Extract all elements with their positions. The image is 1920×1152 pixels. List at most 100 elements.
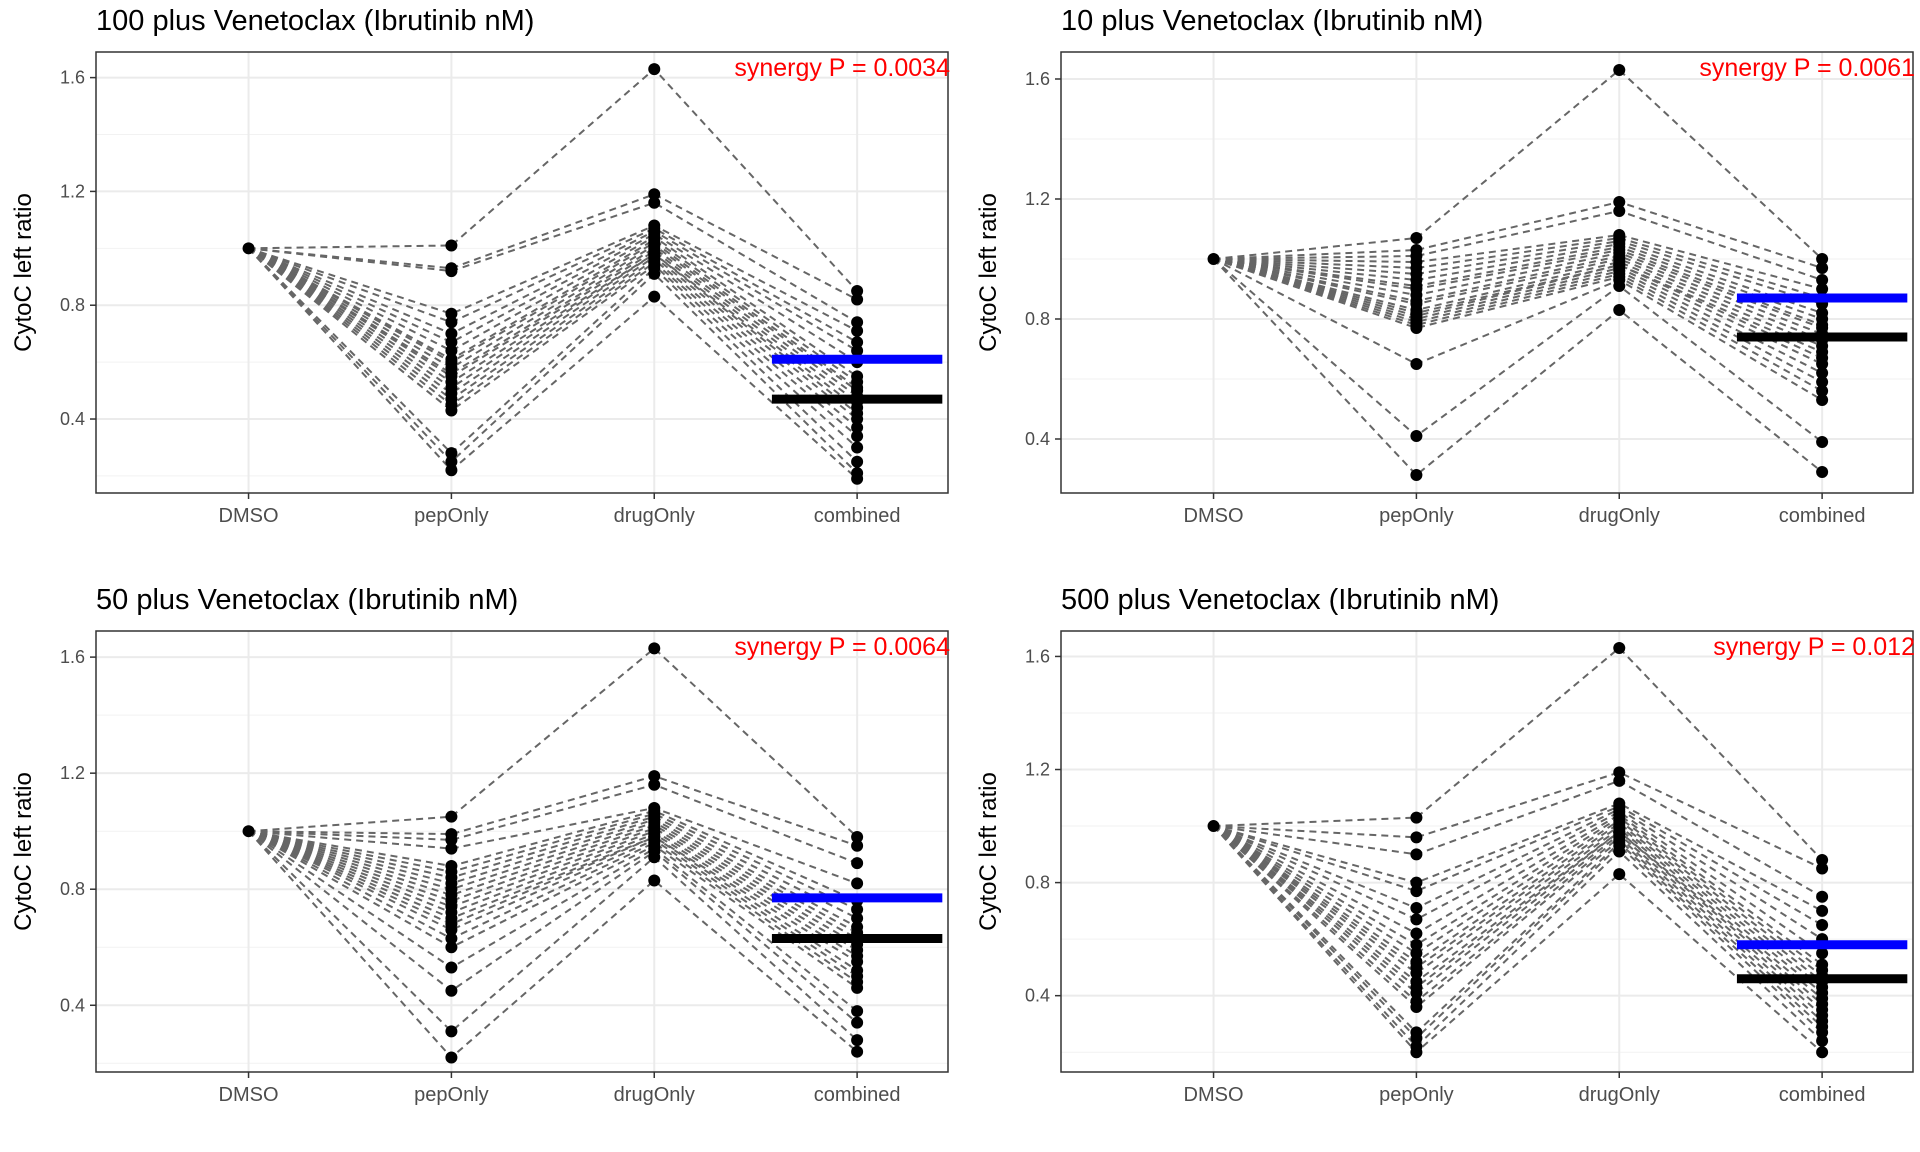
sample-connector-line (1212, 258, 1823, 443)
data-point-drugOnly (648, 874, 661, 887)
data-point-combined (1816, 919, 1829, 931)
sample-connector-line (1213, 68, 1823, 260)
x-tick-label: combined (814, 505, 901, 527)
panel-border (95, 51, 949, 494)
data-point-pepOnly (445, 265, 458, 278)
x-tick-label: DMSO (219, 1084, 279, 1106)
data-point-combined (1816, 862, 1829, 875)
data-point-combined (1816, 376, 1829, 388)
chart-title: 500 plus Venetoclax (Ibrutinib nM) (1061, 584, 1499, 616)
sample-connector-line (248, 244, 858, 392)
sample-connector-line (247, 830, 858, 1012)
sample-connector-line (1213, 258, 1823, 401)
data-point-pepOnly (1410, 322, 1423, 334)
synergy-annotation: synergy P = 0.0064 (734, 633, 950, 661)
y-tick-label: 0.8 (60, 879, 85, 899)
sample-connector-line (1212, 824, 1823, 988)
data-point-pepOnly (1410, 885, 1423, 898)
data-point-pepOnly (1410, 358, 1423, 370)
x-tick-label: DMSO (219, 505, 279, 527)
sample-connector-line (248, 230, 858, 352)
x-tick-label: drugOnly (614, 505, 695, 527)
synergy-annotation: synergy P = 0.012 (1713, 633, 1915, 661)
sample-connector-line (1213, 779, 1823, 898)
sample-connector-line (248, 830, 858, 952)
x-tick-label: combined (814, 1084, 901, 1106)
data-point-combined (851, 839, 864, 852)
sample-connector-line (1213, 209, 1823, 281)
sample-connector-line (1212, 821, 1823, 983)
panel-border (1060, 630, 1914, 1073)
data-point-pepOnly (445, 810, 458, 823)
sample-connector-line (1213, 248, 1823, 326)
sample-connector-line (1213, 258, 1823, 353)
y-tick-label: 0.4 (60, 409, 85, 429)
sample-connector-line (1213, 819, 1823, 977)
sample-connector-line (1213, 251, 1823, 329)
data-point-combined (1816, 394, 1829, 406)
data-point-combined (851, 430, 864, 443)
sample-connector-line (248, 227, 858, 344)
x-tick-label: drugOnly (614, 1084, 695, 1106)
data-point-pepOnly (1410, 811, 1423, 824)
data-point-DMSO (242, 825, 255, 838)
data-point-combined (1816, 274, 1829, 286)
chart-panels: 0.4 0.8 1.2 1.6 DMSO pepOnly drugOnly combined 1… (10, 5, 1915, 1106)
data-point-combined (851, 441, 864, 454)
sample-connector-line (1213, 236, 1823, 299)
sample-connector-line (248, 775, 858, 847)
sample-connector-line (1213, 816, 1823, 972)
data-point-pepOnly (1410, 1046, 1423, 1059)
sample-connector-line (248, 806, 858, 885)
sample-connector-line (247, 247, 858, 463)
sample-connector-line (1212, 825, 1823, 1011)
y-axis-label: CytoC left ratio (975, 193, 1002, 352)
sample-connector-line (1212, 825, 1823, 1034)
sample-connector-line (1213, 245, 1823, 320)
y-tick-label: 1.2 (1025, 760, 1050, 780)
sample-connector-line (248, 809, 858, 902)
data-point-pepOnly (1410, 876, 1423, 889)
sample-connector-line (1212, 825, 1823, 1000)
sample-connector-line (248, 812, 858, 911)
y-tick-label: 0.4 (1025, 429, 1050, 449)
x-tick-label: DMSO (1184, 505, 1244, 527)
data-point-combined (851, 1034, 864, 1047)
data-point-combined (1816, 436, 1829, 448)
data-point-pepOnly (445, 1051, 458, 1064)
data-point-pepOnly (445, 932, 458, 945)
data-point-pepOnly (445, 961, 458, 974)
sample-connector-line (248, 830, 858, 957)
panel-border (95, 630, 949, 1073)
data-point-pepOnly (445, 941, 458, 954)
sample-connector-line (247, 830, 858, 1059)
data-point-combined (1816, 1046, 1829, 1059)
sample-connector-line (1213, 807, 1823, 940)
data-point-combined (851, 1005, 864, 1018)
data-point-combined (851, 1045, 864, 1058)
data-point-combined (1816, 947, 1829, 960)
data-point-combined (1816, 385, 1829, 397)
data-point-pepOnly (1410, 986, 1423, 999)
sample-connector-line (1213, 239, 1823, 305)
x-tick-label: pepOnly (1379, 1084, 1454, 1106)
data-point-combined (851, 877, 864, 890)
sample-connector-line (248, 201, 858, 324)
sample-connector-line (247, 247, 858, 409)
sample-connector-line (248, 830, 858, 983)
x-tick-label: drugOnly (1579, 505, 1660, 527)
data-point-pepOnly (445, 842, 458, 855)
data-point-drugOnly (1613, 205, 1626, 217)
data-point-pepOnly (445, 923, 458, 936)
y-axis-label: CytoC left ratio (10, 772, 37, 931)
sample-connector-line (1212, 825, 1823, 1040)
sample-connector-line (248, 241, 858, 389)
sample-connector-line (247, 247, 858, 474)
data-point-pepOnly (445, 336, 458, 349)
x-tick-label: pepOnly (1379, 505, 1454, 527)
data-point-pepOnly (445, 307, 458, 320)
data-point-pepOnly (1410, 1000, 1423, 1013)
sample-connector-line (248, 830, 858, 963)
data-point-drugOnly (648, 63, 661, 76)
